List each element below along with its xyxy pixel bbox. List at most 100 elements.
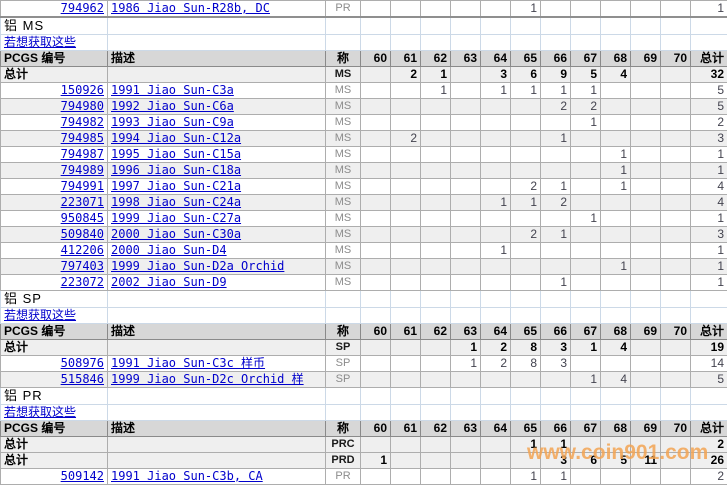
- grade-count-cell-64: [481, 211, 511, 227]
- pcgs-number-link[interactable]: 797403: [61, 259, 104, 273]
- grade-count-cell-67: [571, 259, 601, 275]
- grade-designation-cell: SP: [326, 340, 361, 356]
- grade-count-cell-64: 2: [481, 356, 511, 372]
- coin-description-link[interactable]: 1991 Jiao Sun-C3a: [111, 83, 234, 97]
- grade-designation-cell: PRC: [326, 437, 361, 453]
- grade-count-cell-69: [631, 1, 661, 18]
- grade-count-cell-60: [361, 469, 391, 485]
- section-empty-cell: [511, 405, 541, 421]
- grade-count-cell-60: 1: [361, 453, 391, 469]
- pcgs-number-link[interactable]: 950845: [61, 211, 104, 225]
- pcgs-number-link[interactable]: 794980: [61, 99, 104, 113]
- grade-count-cell-68: [601, 469, 631, 485]
- pcgs-number-link[interactable]: 223072: [61, 275, 104, 289]
- grade-designation-cell: MS: [326, 163, 361, 179]
- coin-description-link[interactable]: 1997 Jiao Sun-C21a: [111, 179, 241, 193]
- col-header-desc: 描述: [108, 421, 326, 437]
- grade-count-cell-63: [451, 453, 481, 469]
- pcgs-number-link[interactable]: 794989: [61, 163, 104, 177]
- grade-count-cell-70: [661, 372, 691, 388]
- pcgs-number-link[interactable]: 515846: [61, 372, 104, 386]
- section-empty-cell: [661, 388, 691, 405]
- col-header-65: 65: [511, 324, 541, 340]
- coin-description-link[interactable]: 1992 Jiao Sun-C6a: [111, 99, 234, 113]
- coin-description-link[interactable]: 2000 Jiao Sun-D4: [111, 243, 227, 257]
- section-empty-cell: [691, 308, 727, 324]
- grade-count-cell-69: [631, 372, 661, 388]
- section-link-cell: 若想获取这些: [1, 308, 108, 324]
- pcgs-number-link[interactable]: 794991: [61, 179, 104, 193]
- pcgs-number-link[interactable]: 794962: [61, 1, 104, 15]
- grade-designation-cell: PR: [326, 469, 361, 485]
- pcgs-number-link[interactable]: 223071: [61, 195, 104, 209]
- population-request-link[interactable]: 若想获取这些: [4, 35, 76, 49]
- grade-count-cell-64: [481, 372, 511, 388]
- grade-count-cell-67: [571, 469, 601, 485]
- col-header-67: 67: [571, 324, 601, 340]
- pcgs-number-link[interactable]: 150926: [61, 83, 104, 97]
- pcgs-number-cell: 794989: [1, 163, 108, 179]
- population-request-link[interactable]: 若想获取这些: [4, 308, 76, 322]
- section-empty-cell: [541, 405, 571, 421]
- pcgs-number-link[interactable]: 794985: [61, 131, 104, 145]
- coin-description-link[interactable]: 1995 Jiao Sun-C15a: [111, 147, 241, 161]
- grade-designation-cell: MS: [326, 259, 361, 275]
- grade-count-cell-66: [541, 211, 571, 227]
- grade-count-cell-60: [361, 372, 391, 388]
- coin-description-link[interactable]: 1994 Jiao Sun-C12a: [111, 131, 241, 145]
- section-empty-cell: [108, 388, 326, 405]
- col-header-pcgs: PCGS 编号: [1, 324, 108, 340]
- section-empty-cell: [571, 405, 601, 421]
- pcgs-number-link[interactable]: 509142: [61, 469, 104, 483]
- row-total-cell: 3: [691, 131, 727, 147]
- col-header-67: 67: [571, 51, 601, 67]
- pcgs-number-link[interactable]: 794982: [61, 115, 104, 129]
- section-empty-cell: [451, 388, 481, 405]
- row-total-cell: 14: [691, 356, 727, 372]
- row-total-cell: 1: [691, 259, 727, 275]
- grade-count-cell-69: [631, 147, 661, 163]
- coin-description-link[interactable]: 1996 Jiao Sun-C18a: [111, 163, 241, 177]
- grade-count-cell-62: [421, 340, 451, 356]
- grade-count-cell-60: [361, 147, 391, 163]
- section-empty-cell: [326, 17, 361, 35]
- coin-description-link[interactable]: 1998 Jiao Sun-C24a: [111, 195, 241, 209]
- population-request-link[interactable]: 若想获取这些: [4, 405, 76, 419]
- grade-count-cell-67: [571, 147, 601, 163]
- grade-count-cell-65: [511, 163, 541, 179]
- section-empty-cell: [421, 35, 451, 51]
- coin-description-link[interactable]: 1999 Jiao Sun-C27a: [111, 211, 241, 225]
- row-total-cell: 5: [691, 99, 727, 115]
- pcgs-number-link[interactable]: 509840: [61, 227, 104, 241]
- pcgs-number-link[interactable]: 508976: [61, 356, 104, 370]
- coin-description-link[interactable]: 1999 Jiao Sun-D2a Orchid: [111, 259, 284, 273]
- coin-description-link[interactable]: 1986 Jiao Sun-R28b, DC: [111, 1, 270, 15]
- section-empty-cell: [511, 308, 541, 324]
- coin-description-link[interactable]: 2002 Jiao Sun-D9: [111, 275, 227, 289]
- grade-count-cell-60: [361, 259, 391, 275]
- grade-count-cell-63: [451, 243, 481, 259]
- col-header-grade: 称: [326, 51, 361, 67]
- grade-count-cell-63: [451, 195, 481, 211]
- grade-count-cell-66: [541, 259, 571, 275]
- coin-description-link[interactable]: 1999 Jiao Sun-D2c Orchid 样: [111, 372, 304, 386]
- coin-description-link[interactable]: 1991 Jiao Sun-C3b, CA: [111, 469, 263, 483]
- pcgs-number-link[interactable]: 794987: [61, 147, 104, 161]
- coin-description-cell: 1996 Jiao Sun-C18a: [108, 163, 326, 179]
- section-empty-cell: [421, 291, 451, 308]
- grade-count-cell-62: [421, 1, 451, 18]
- pcgs-number-link[interactable]: 412206: [61, 243, 104, 257]
- coin-description-link[interactable]: 1993 Jiao Sun-C9a: [111, 115, 234, 129]
- coin-description-link[interactable]: 2000 Jiao Sun-C30a: [111, 227, 241, 241]
- section-empty-cell: [571, 17, 601, 35]
- section-empty-cell: [601, 291, 631, 308]
- coin-description-link[interactable]: 1991 Jiao Sun-C3c 样币: [111, 356, 265, 370]
- col-header-70: 70: [661, 51, 691, 67]
- pcgs-number-cell: 797403: [1, 259, 108, 275]
- col-header-63: 63: [451, 51, 481, 67]
